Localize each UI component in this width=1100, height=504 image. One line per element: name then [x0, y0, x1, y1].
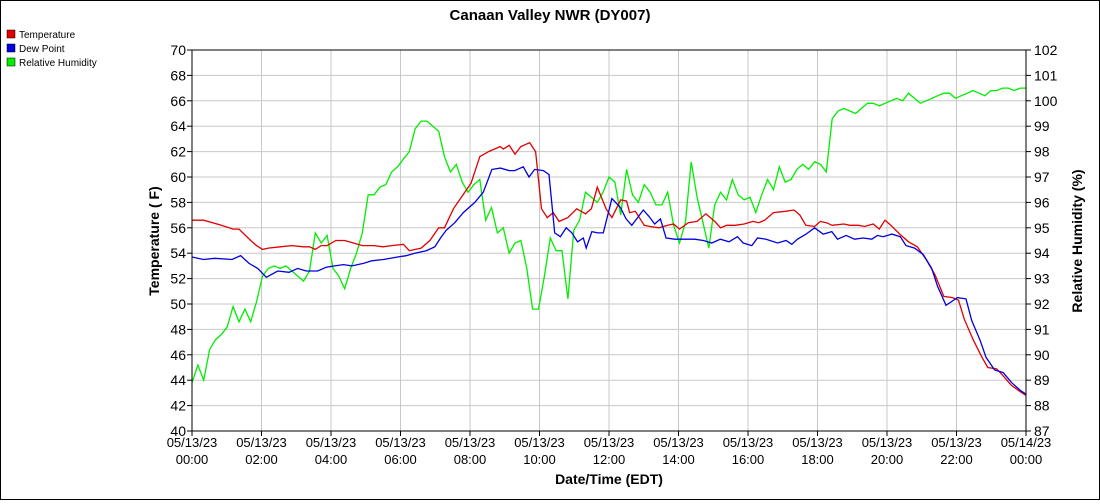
y2-tick-label: 99 — [1034, 118, 1050, 134]
y2-tick-label: 94 — [1034, 245, 1050, 261]
y2-tick-label: 89 — [1034, 372, 1050, 388]
x-tick-label-time: 22:00 — [940, 452, 973, 467]
x-tick-label-date: 05/14/23 — [1001, 435, 1052, 450]
y-tick-label: 54 — [170, 245, 186, 261]
y2-tick-label: 101 — [1034, 67, 1058, 83]
x-tick-label-time: 20:00 — [871, 452, 904, 467]
x-tick-label-date: 05/13/23 — [167, 435, 218, 450]
x-tick-label-time: 18:00 — [801, 452, 834, 467]
series-lines — [192, 87, 1026, 396]
y-tick-label: 68 — [170, 67, 186, 83]
legend-swatch — [6, 57, 16, 67]
y-tick-label: 48 — [170, 321, 186, 337]
y-axis-left: 40 42 44 46 48 50 52 54 56 58 60 62 64 66 68 70 — [170, 42, 192, 439]
y-tick-label: 64 — [170, 118, 186, 134]
y2-tick-label: 92 — [1034, 296, 1050, 312]
x-tick-label-date: 05/13/23 — [931, 435, 982, 450]
x-tick-label-time: 00:00 — [1010, 452, 1043, 467]
x-tick-label-time: 10:00 — [523, 452, 556, 467]
y-tick-label: 40 — [170, 423, 186, 439]
x-tick-label-time: 16:00 — [732, 452, 765, 467]
legend-label: Temperature — [19, 30, 76, 41]
chart-title: Canaan Valley NWR (DY007) — [450, 7, 651, 24]
x-tick-label-time: 04:00 — [315, 452, 348, 467]
y-axis-right: 87 88 89 90 91 92 93 94 95 96 97 98 99 100 101 102 — [1026, 42, 1058, 439]
x-tick-label-date: 05/13/23 — [236, 435, 287, 450]
x-tick-label-date: 05/13/23 — [375, 435, 426, 450]
y-axis-label: Temperature ( F) — [146, 186, 162, 295]
y-tick-label: 56 — [170, 220, 186, 236]
x-tick-label-time: 00:00 — [176, 452, 209, 467]
x-tick-label-time: 14:00 — [662, 452, 695, 467]
legend: Temperature Dew Point Relative Humidity — [6, 29, 97, 69]
x-tick-label-time: 12:00 — [593, 452, 626, 467]
x-tick-label-time: 02:00 — [245, 452, 278, 467]
legend-label: Relative Humidity — [19, 58, 97, 69]
y2-tick-label: 100 — [1034, 93, 1058, 109]
y2-tick-label: 97 — [1034, 169, 1050, 185]
y2-tick-label: 93 — [1034, 271, 1050, 287]
y-tick-label: 60 — [170, 169, 186, 185]
x-axis: 05/13/23 00:00 05/13/23 02:00 05/13/23 04:00 0… — [167, 431, 1052, 467]
y-tick-label: 44 — [170, 372, 186, 388]
x-tick-label-date: 05/13/23 — [306, 435, 357, 450]
y-tick-label: 58 — [170, 194, 186, 210]
x-tick-label-time: 06:00 — [384, 452, 417, 467]
x-tick-label-date: 05/13/23 — [445, 435, 496, 450]
x-tick-label-date: 05/13/23 — [514, 435, 565, 450]
y2-tick-label: 96 — [1034, 194, 1050, 210]
x-tick-label-date: 05/13/23 — [723, 435, 774, 450]
y-tick-label: 62 — [170, 144, 186, 160]
y-tick-label: 70 — [170, 42, 186, 58]
series-line-relative-humidity — [192, 87, 1026, 383]
series-line-dew-point — [192, 165, 1026, 395]
x-tick-label-date: 05/13/23 — [792, 435, 843, 450]
y2-tick-label: 102 — [1034, 42, 1058, 58]
y-tick-label: 42 — [170, 398, 186, 414]
x-tick-label-date: 05/13/23 — [584, 435, 635, 450]
legend-swatch — [6, 29, 16, 39]
y2-axis-label: Relative Humidity (%) — [1069, 169, 1085, 312]
y2-tick-label: 90 — [1034, 347, 1050, 363]
y2-tick-label: 98 — [1034, 144, 1050, 160]
y2-tick-label: 87 — [1034, 423, 1050, 439]
legend-swatch — [6, 43, 16, 53]
legend-label: Dew Point — [19, 44, 65, 55]
y-tick-label: 66 — [170, 93, 186, 109]
y2-tick-label: 95 — [1034, 220, 1050, 236]
y2-tick-label: 91 — [1034, 321, 1050, 337]
y-tick-label: 50 — [170, 296, 186, 312]
x-tick-label-time: 08:00 — [454, 452, 487, 467]
series-line-temperature — [192, 141, 1026, 396]
x-axis-label: Date/Time (EDT) — [555, 471, 663, 487]
x-tick-label-date: 05/13/23 — [653, 435, 704, 450]
y-tick-label: 46 — [170, 347, 186, 363]
y2-tick-label: 88 — [1034, 398, 1050, 414]
y-tick-label: 52 — [170, 271, 186, 287]
x-tick-label-date: 05/13/23 — [862, 435, 913, 450]
